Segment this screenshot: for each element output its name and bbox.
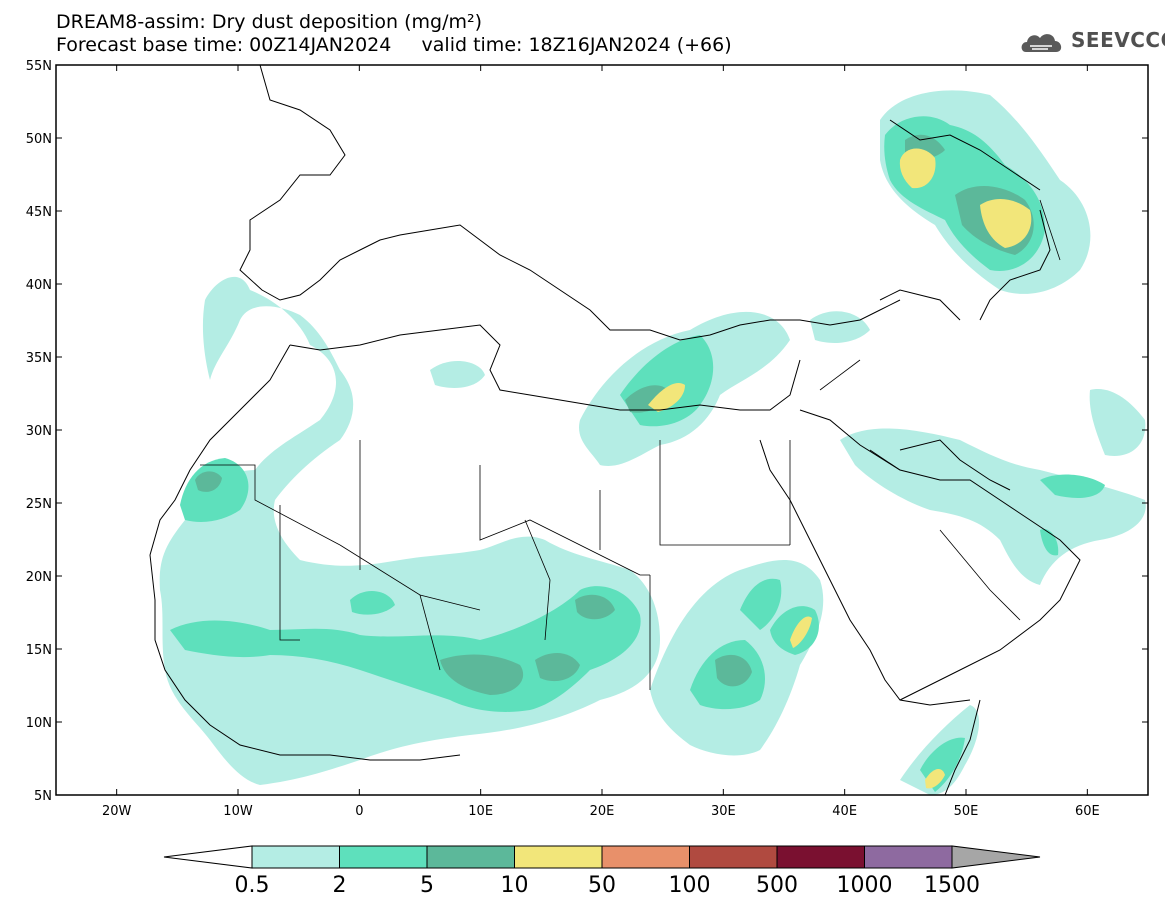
lat-label: 45N [26, 205, 52, 220]
lon-label: 0 [355, 804, 363, 819]
colorbar-labels: 0.5 2 5 10 50 100 500 1000 1500 [235, 873, 981, 898]
lat-label: 10N [26, 716, 52, 731]
lon-label: 40E [832, 804, 857, 819]
colorbar-box [251, 845, 340, 869]
dust-level-10 [648, 148, 1032, 789]
lat-label: 35N [26, 351, 52, 366]
colorbar-box [514, 845, 603, 869]
colorbar-label: 10 [501, 873, 529, 898]
cloud-icon [1021, 34, 1062, 52]
colorbar-label: 1500 [924, 873, 980, 898]
lat-label: 30N [26, 424, 52, 439]
country-borders [200, 199, 1061, 690]
colorbar-box [689, 845, 778, 869]
colorbar-box [776, 845, 865, 869]
lat-label: 5N [34, 789, 52, 804]
colorbar-label: 2 [333, 873, 347, 898]
lon-label: 10W [223, 804, 253, 819]
colorbar-label: 5 [420, 873, 434, 898]
colorbar-over-triangle [951, 845, 1041, 869]
colorbar-label: 500 [756, 873, 798, 898]
colorbar-box [339, 845, 428, 869]
lon-label: 20E [590, 804, 615, 819]
lat-label: 50N [26, 132, 52, 147]
colorbar-label: 0.5 [235, 873, 270, 898]
lon-label: 50E [954, 804, 979, 819]
lon-label: 20W [102, 804, 132, 819]
lon-label: 10E [468, 804, 493, 819]
colorbar-boxes [163, 845, 1041, 869]
lat-label: 20N [26, 570, 52, 585]
axis-ticks [56, 64, 1148, 796]
colorbar-label: 50 [588, 873, 616, 898]
lat-label: 55N [26, 59, 52, 74]
longitude-labels: 20W 10W 0 10E 20E 30E 40E 50E 60E [102, 804, 1100, 819]
lat-label: 25N [26, 497, 52, 512]
colorbar-box [426, 845, 515, 869]
logo-text: SEEVCCC [1071, 28, 1165, 52]
lon-label: 30E [711, 804, 736, 819]
colorbar-box [864, 845, 953, 869]
lon-label: 60E [1075, 804, 1100, 819]
coastlines [149, 65, 1081, 795]
colorbar-label: 1000 [837, 873, 893, 898]
colorbar-box [601, 845, 690, 869]
lat-label: 40N [26, 278, 52, 293]
dust-shading [159, 90, 1146, 795]
latitude-labels: 55N 50N 45N 40N 35N 30N 25N 20N 15N 10N 5N [26, 59, 52, 804]
title-line-1: DREAM8-assim: Dry dust deposition (mg/m²… [56, 11, 483, 33]
colorbar-under-triangle [163, 845, 253, 869]
colorbar-label: 100 [669, 873, 711, 898]
title-line-2: Forecast base time: 00Z14JAN2024 valid t… [56, 34, 732, 56]
lat-label: 15N [26, 643, 52, 658]
